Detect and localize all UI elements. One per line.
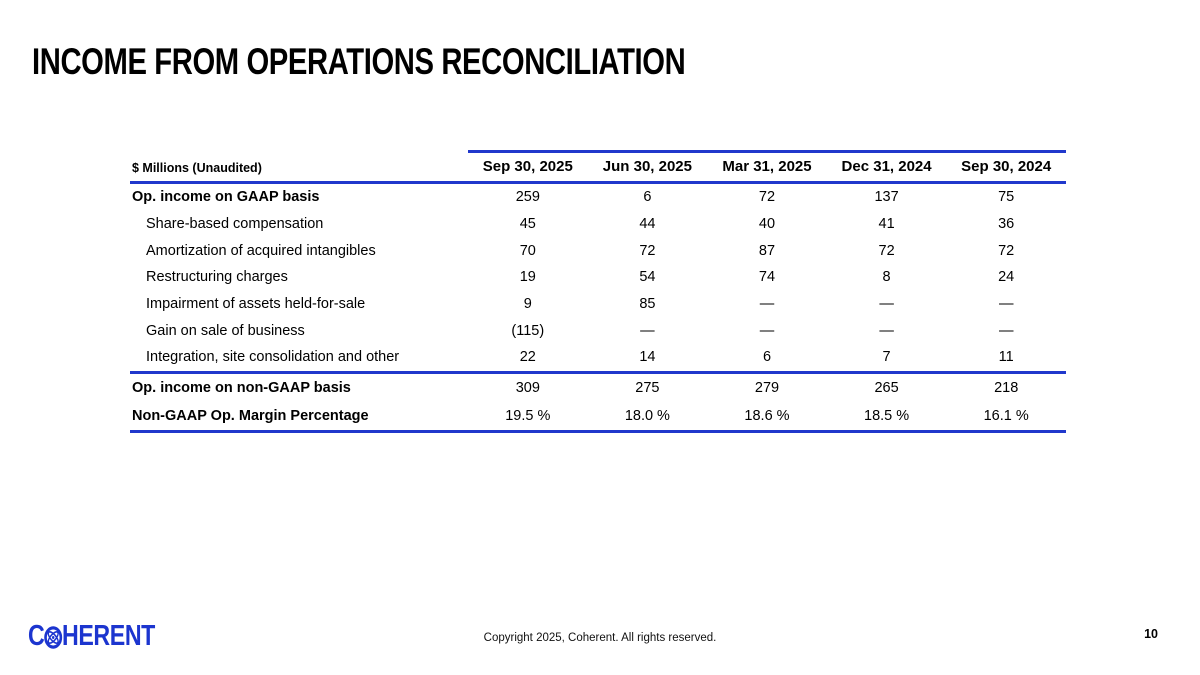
row-label: Impairment of assets held-for-sale — [146, 296, 366, 313]
column-header-dec-31-2024: Dec 31, 2024 — [841, 158, 932, 175]
row-label: Gain on sale of business — [146, 322, 305, 339]
table-row-integration: Integration, site consolidation and othe… — [130, 344, 1066, 371]
header-top-rule — [468, 150, 1066, 153]
atom-globe-icon — [44, 625, 63, 649]
table-cell: 18.6 % — [744, 407, 790, 424]
table-cell: 6 — [762, 349, 772, 366]
row-label: Amortization of acquired intangibles — [146, 242, 376, 259]
table-cell: 9 — [523, 296, 532, 313]
table-cell: 19.5 % — [505, 407, 551, 424]
column-header-sep-30-2024: Sep 30, 2024 — [961, 158, 1052, 175]
table-cell: 137 — [874, 189, 899, 206]
table-cell: 70 — [519, 242, 536, 259]
table-row-restructuring: Restructuring charges 19 54 74 8 24 — [130, 264, 1066, 291]
copyright-text: Copyright 2025, Coherent. All rights res… — [483, 632, 717, 644]
logo-text-suffix: HERENT — [61, 620, 155, 652]
table-cell: — — [998, 322, 1014, 339]
table-cell: 87 — [758, 242, 776, 259]
table-cell: 7 — [882, 349, 891, 366]
table-cell: 40 — [758, 216, 776, 233]
table-cell: 74 — [758, 269, 776, 286]
table-cell: 259 — [515, 189, 540, 206]
table-cell: 36 — [998, 216, 1015, 233]
table-header-row: $ Millions (Unaudited) Sep 30, 2025 Jun … — [130, 150, 1066, 184]
table-cell: 72 — [639, 242, 656, 259]
table-cell: 6 — [643, 189, 652, 206]
table-cell: 8 — [882, 269, 891, 286]
table-unit-label: $ Millions (Unaudited) — [132, 161, 262, 175]
table-cell: 85 — [639, 296, 656, 313]
table-cell: 41 — [878, 216, 895, 233]
table-cell: — — [759, 322, 775, 339]
table-cell: — — [998, 296, 1014, 313]
table-cell: 75 — [998, 189, 1015, 206]
table-cell: 16.1 % — [983, 407, 1029, 424]
table-row-gain-on-sale: Gain on sale of business (115) — — — — — [130, 317, 1066, 344]
row-label: Non-GAAP Op. Margin Percentage — [132, 407, 369, 424]
row-label: Share-based compensation — [146, 216, 324, 233]
table-cell: 19 — [519, 269, 536, 286]
table-cell: 72 — [878, 242, 895, 259]
table-cell: — — [879, 296, 894, 313]
table-cell: 72 — [758, 189, 776, 206]
coherent-logo: C HERENT — [28, 620, 155, 653]
table-row-share-based-comp: Share-based compensation 45 44 40 41 36 — [130, 211, 1066, 238]
table-cell: 22 — [519, 349, 536, 366]
table-cell: 24 — [998, 269, 1015, 286]
page-title: INCOME FROM OPERATIONS RECONCILIATION — [32, 41, 686, 82]
table-cell: (115) — [511, 322, 545, 339]
table-row-non-gaap-op-income: Op. income on non-GAAP basis 309 275 279… — [130, 370, 1066, 402]
table-cell: 18.5 % — [864, 407, 910, 424]
row-label: Op. income on GAAP basis — [132, 189, 320, 206]
table-cell: 44 — [639, 216, 656, 233]
table-cell: — — [759, 296, 775, 313]
table-cell: 72 — [998, 242, 1015, 259]
table-cell: 218 — [994, 379, 1019, 396]
table-cell: 265 — [874, 379, 899, 396]
row-label: Op. income on non-GAAP basis — [132, 379, 351, 396]
row-label: Restructuring charges — [146, 269, 288, 286]
table-cell: — — [879, 322, 894, 339]
table-cell: 11 — [998, 349, 1014, 366]
table-cell: 309 — [515, 379, 540, 396]
table-cell: 275 — [635, 379, 660, 396]
table-cell: 279 — [754, 379, 780, 396]
table-row-impairment: Impairment of assets held-for-sale 9 85 … — [130, 291, 1066, 318]
table-cell: 18.0 % — [624, 407, 670, 424]
reconciliation-table: $ Millions (Unaudited) Sep 30, 2025 Jun … — [130, 150, 1066, 433]
table-row-amortization: Amortization of acquired intangibles 70 … — [130, 237, 1066, 264]
table-cell: 14 — [639, 349, 656, 366]
row-label: Integration, site consolidation and othe… — [146, 349, 400, 366]
column-header-mar-31-2025: Mar 31, 2025 — [722, 158, 812, 175]
table-row-non-gaap-margin: Non-GAAP Op. Margin Percentage 19.5 % 18… — [130, 402, 1066, 433]
table-cell: 45 — [519, 216, 536, 233]
table-cell: — — [640, 322, 655, 339]
column-header-jun-30-2025: Jun 30, 2025 — [602, 158, 692, 175]
column-header-sep-30-2025: Sep 30, 2025 — [482, 158, 573, 175]
page-number: 10 — [1144, 627, 1158, 641]
logo-text-prefix: C — [28, 620, 45, 652]
table-row-gaap-op-income: Op. income on GAAP basis 259 6 72 137 75 — [130, 184, 1066, 211]
table-cell: 54 — [639, 269, 656, 286]
